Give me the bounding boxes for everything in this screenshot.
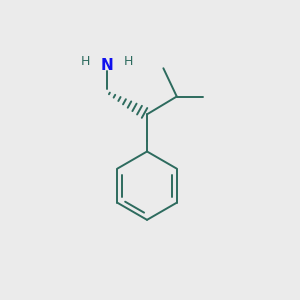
Text: N: N: [100, 58, 113, 73]
Text: H: H: [81, 55, 90, 68]
Text: H: H: [124, 55, 133, 68]
